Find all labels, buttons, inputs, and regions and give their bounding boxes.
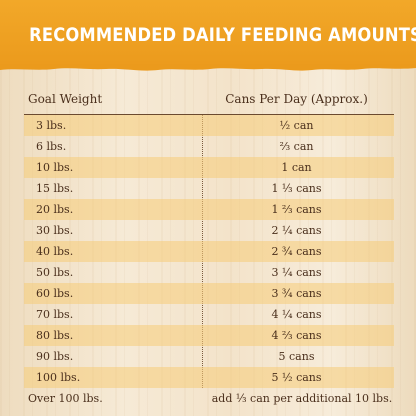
header-cans-per-day: Cans Per Day (Approx.): [225, 92, 368, 106]
page-title: RECOMMENDED DAILY FEEDING AMOUNTS:: [29, 24, 416, 46]
cans-cell: 5 cans: [278, 350, 315, 363]
title-banner: RECOMMENDED DAILY FEEDING AMOUNTS:: [0, 0, 416, 68]
table-row: 10 lbs. 1 can: [24, 157, 394, 178]
weight-cell: 60 lbs.: [36, 287, 74, 300]
header-goal-weight: Goal Weight: [28, 92, 103, 106]
weight-cell: 20 lbs.: [36, 203, 74, 216]
weight-cell: 3 lbs.: [36, 119, 67, 132]
cans-cell: 4 ⅔ cans: [271, 329, 322, 342]
table-row: Over 100 lbs. add ⅓ can per additional 1…: [24, 388, 394, 409]
weight-cell: 10 lbs.: [36, 161, 74, 174]
cans-cell: 5 ½ cans: [271, 371, 322, 384]
weight-cell: 80 lbs.: [36, 329, 74, 342]
weight-cell: 90 lbs.: [36, 350, 74, 363]
cans-cell: 3 ¾ cans: [271, 287, 322, 300]
cans-cell: 4 ¼ cans: [271, 308, 322, 321]
table-header: Goal Weight Cans Per Day (Approx.): [24, 84, 394, 115]
weight-cell: 6 lbs.: [36, 140, 67, 153]
weight-cell: 70 lbs.: [36, 308, 74, 321]
weight-cell: 100 lbs.: [36, 371, 81, 384]
feeding-table: Goal Weight Cans Per Day (Approx.) 3 lbs…: [24, 84, 394, 409]
cans-cell: 1 ⅓ cans: [271, 182, 322, 195]
table-row: 100 lbs. 5 ½ cans: [24, 367, 394, 388]
cans-cell: 2 ¾ cans: [271, 245, 322, 258]
banner-torn-edge: [0, 64, 416, 71]
cans-cell: 1 can: [281, 161, 312, 174]
cans-cell: 2 ¼ cans: [271, 224, 322, 237]
table-row: 40 lbs. 2 ¾ cans: [24, 241, 394, 262]
table-row: 90 lbs. 5 cans: [24, 346, 394, 367]
cans-cell: 1 ⅔ cans: [271, 203, 322, 216]
weight-cell: 15 lbs.: [36, 182, 74, 195]
table-row: 20 lbs. 1 ⅔ cans: [24, 199, 394, 220]
weight-cell: 40 lbs.: [36, 245, 74, 258]
table-row: 30 lbs. 2 ¼ cans: [24, 220, 394, 241]
table-row: 70 lbs. 4 ¼ cans: [24, 304, 394, 325]
weight-cell: 30 lbs.: [36, 224, 74, 237]
cans-cell: ½ can: [279, 119, 314, 132]
table-row: 15 lbs. 1 ⅓ cans: [24, 178, 394, 199]
weight-cell: 50 lbs.: [36, 266, 74, 279]
weight-cell: Over 100 lbs.: [28, 392, 103, 405]
cans-cell: add ⅓ can per additional 10 lbs.: [211, 392, 393, 405]
cans-cell: ⅔ can: [279, 140, 314, 153]
table-row: 80 lbs. 4 ⅔ cans: [24, 325, 394, 346]
table-row: 3 lbs. ½ can: [24, 115, 394, 136]
table-row: 50 lbs. 3 ¼ cans: [24, 262, 394, 283]
cans-cell: 3 ¼ cans: [271, 266, 322, 279]
table-row: 60 lbs. 3 ¾ cans: [24, 283, 394, 304]
table-row: 6 lbs. ⅔ can: [24, 136, 394, 157]
